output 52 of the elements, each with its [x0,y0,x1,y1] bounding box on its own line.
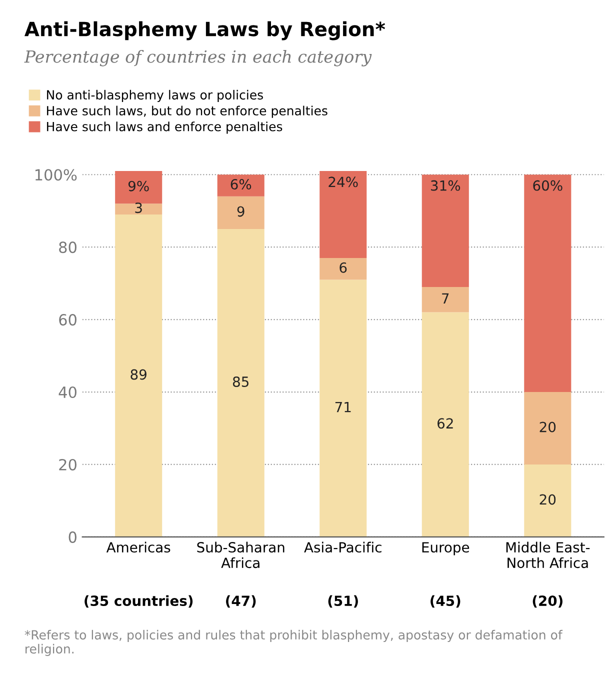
chart-title: Anti-Blasphemy Laws by Region* [24,21,386,40]
text: (51) [328,595,358,608]
data-label: 6 [340,262,347,273]
bar [422,286,469,312]
y-tick-label: 80 [59,242,76,254]
data-label: 71 [335,402,351,412]
y-tick-label: 60 [59,314,76,326]
bar [524,392,572,464]
bar [217,196,264,229]
text: (20) [532,595,562,608]
data-label: 89 [130,369,146,380]
data-label: 31% [431,180,460,191]
data-label: 24% [328,176,358,188]
y-tick-label: 100% [35,169,77,181]
text: (45) [430,595,460,608]
bar [422,312,469,537]
bar [115,171,162,204]
y-tick-label: 40 [58,386,76,398]
bar [524,174,572,392]
x-tick-label: Middle East- North Africa [506,542,590,568]
text: (35 countries) [84,595,193,608]
x-tick-label: Asia-Pacific [304,542,382,553]
data-label: 9% [128,180,149,192]
data-label: 3 [135,202,142,214]
x-tick-label: Americas [106,542,170,553]
bar [422,174,469,287]
x-tick-label: Europe [422,542,470,556]
y-tick-label: 20 [59,458,76,470]
legend-label: No anti-blasphemy laws or policies [47,90,263,102]
data-label: 85 [232,376,248,387]
bar [115,204,162,214]
data-label: 60% [533,180,562,191]
bar [320,171,367,258]
data-label: 20 [540,422,556,432]
bar [320,258,367,280]
data-label: 7 [442,293,449,304]
y-tick-label: 0 [68,531,76,543]
bar [115,214,162,537]
chart-subtitle: Percentage of countries in each category [24,50,372,66]
data-label: 6% [230,179,252,190]
text: *Refers to laws, policies and rules that prohibit blasphemy, apostasy or defamation of religion. [24,630,563,656]
data-label: 62 [438,418,453,429]
legend-label: Have such laws and enforce penalties [47,122,282,134]
bar [217,228,264,537]
data-label: 9 [237,206,244,217]
bar [524,464,572,537]
x-tick-label: Sub-Saharan Africa [197,542,284,568]
text: (47) [226,595,256,608]
data-label: 20 [540,494,556,505]
legend-label: Have such laws, but do not enforce penalties [47,106,328,118]
bar [217,174,264,196]
bar [320,280,367,537]
